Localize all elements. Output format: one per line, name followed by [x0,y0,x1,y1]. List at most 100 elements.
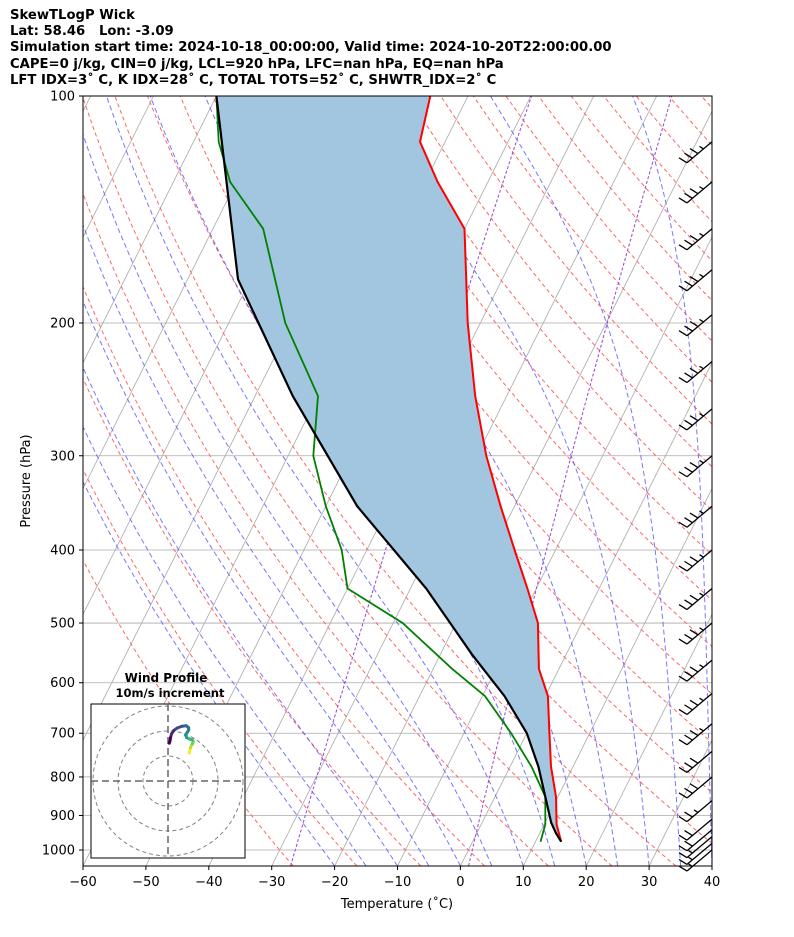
barb-flag [689,367,699,374]
barb-staff [686,800,713,823]
barb-staff [686,588,713,611]
x-tick-label: 30 [641,875,658,890]
barb-staff [686,750,713,773]
dry-adiabat [767,96,794,866]
title-line-5: LFT IDX=3˚ C, K IDX=28˚ C, TOTAL TOTS=52… [10,73,497,88]
moist-adiabat [83,132,493,866]
dry-adiabat [309,96,712,601]
wind-barb [678,776,713,799]
barb-staff [686,723,713,746]
barb-flag [678,244,688,251]
barb-flag [678,424,688,431]
wind-barb [678,750,713,773]
barb-flag [684,280,693,287]
barb-flag [678,766,688,773]
barb-half-flag [699,145,704,150]
barb-flag [689,320,699,328]
barb-flag [678,638,688,645]
barb-staff [686,622,713,645]
barb-flag [684,762,693,769]
barb-flag [678,834,688,841]
barb-flag [689,276,699,283]
barb-flag [684,517,693,524]
barb-flag [684,239,693,246]
y-tick-label: 800 [50,770,75,785]
barb-staff [686,141,713,164]
parcel-line [215,96,563,843]
barb-staff [686,849,713,872]
wind-barb [678,228,713,251]
y-tick-label: 900 [50,809,75,824]
barb-staff [686,659,713,682]
isotherm-line [83,96,217,364]
barb-half-flag [699,459,704,464]
barb-flag [678,858,688,865]
barb-flag [689,729,699,737]
barb-flag [684,734,693,741]
title-line-3: Simulation start time: 2024-10-18_00:00:… [10,40,612,55]
moist-adiabat [83,300,430,866]
barb-flag [689,235,699,242]
barb-half-flag [699,232,704,237]
hodograph-inset: Wind Profile 10m/s increment [90,671,246,859]
barb-staff [686,776,713,799]
barb-flag [684,704,693,711]
barb-flag [678,603,688,611]
hodograph-segment [167,739,172,745]
wind-barb [678,549,713,572]
y-tick-label: 300 [50,449,75,464]
barb-staff [686,455,713,478]
barb-half-flag [699,554,704,558]
dry-adiabat [407,96,712,468]
wind-barb [678,181,713,204]
isotherm-line [83,96,154,238]
y-tick-label: 600 [50,676,75,691]
wind-barb [678,269,713,292]
barb-flag [689,556,699,563]
barb-flag [678,521,688,528]
barb-flag [689,757,699,764]
moist-adiabat [632,96,712,866]
y-tick-label: 1000 [42,844,75,859]
wind-barb [678,818,713,841]
x-tick-label: 20 [578,875,595,890]
barb-flag [684,670,693,678]
barb-flag [689,783,699,790]
barb-flag [684,633,693,640]
y-tick-label: 200 [50,316,75,331]
isotherm-line [397,236,712,866]
x-tick-label: −50 [132,875,159,890]
title-line-2: Lat: 58.46 Lon: -3.09 [10,24,174,39]
barb-half-flag [688,850,693,854]
wind-barb [678,408,713,431]
barb-flag [684,787,693,794]
barb-flag [678,739,688,746]
barb-flag [689,699,699,706]
y-axis-label: Pressure (hPa) [19,434,34,527]
barb-staff [686,269,713,292]
barb-flag [689,148,699,155]
moist-adiabat [83,480,336,866]
barb-staff [686,549,713,572]
dry-adiabat [342,96,712,556]
barb-flag [684,829,693,837]
barb-staff [686,836,713,859]
barb-half-flag [699,318,704,323]
barb-staff [686,228,713,251]
wind-barb [678,622,713,645]
dry-adiabat [440,96,712,425]
wind-barb [678,800,713,823]
x-tick-label: −30 [258,875,285,890]
barb-staff [686,361,713,384]
barb-half-flag [699,592,704,597]
dry-adiabat [244,96,712,695]
dry-adiabat [83,192,549,866]
barb-flag [689,512,699,519]
barb-staff [686,314,713,337]
wind-barb [678,141,713,164]
moist-adiabat [83,366,398,866]
x-tick-label: 10 [515,875,532,890]
barb-flag [678,565,688,572]
dewpoint-line [215,96,547,842]
